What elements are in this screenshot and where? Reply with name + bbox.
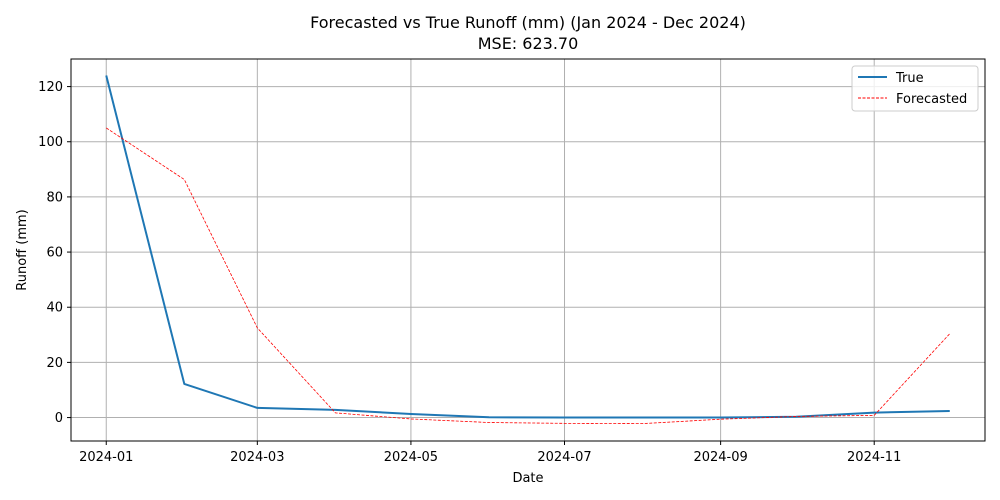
legend-forecasted-label: Forecasted [896,92,967,107]
y-tick-label: 120 [38,80,63,95]
y-tick-label: 80 [46,190,63,205]
series-line-forecasted [106,127,951,425]
y-tick-label: 100 [38,135,63,150]
series-line-true [105,75,950,419]
chart-subtitle: MSE: 623.70 [477,34,579,53]
plot-frame [70,58,986,442]
chart-title: Forecasted vs True Runoff (mm) (Jan 2024… [310,13,746,32]
chart-title-block: Forecasted vs True Runoff (mm) (Jan 2024… [0,12,1000,54]
y-tick-label: 0 [55,411,63,426]
y-tick-label: 40 [46,301,63,316]
y-axis-label: Runoff (mm) [15,209,30,290]
x-tick-label: 2024-01 [79,450,133,465]
tick-layer: 2024-01 2024-03 2024-05 2024-07 2024-09 2024-… [38,80,901,465]
legend: True Forecasted [851,65,979,112]
x-tick-label: 2024-03 [230,450,284,465]
grid-layer [71,59,985,441]
legend-true-label: True [895,71,924,86]
x-tick-label: 2024-05 [384,450,438,465]
x-axis-label: Date [512,471,543,486]
y-tick-label: 20 [46,356,63,371]
x-tick-label: 2024-09 [693,450,747,465]
y-tick-label: 60 [46,246,63,261]
x-tick-label: 2024-07 [537,450,591,465]
series-layer [105,75,951,425]
x-tick-label: 2024-11 [847,450,901,465]
